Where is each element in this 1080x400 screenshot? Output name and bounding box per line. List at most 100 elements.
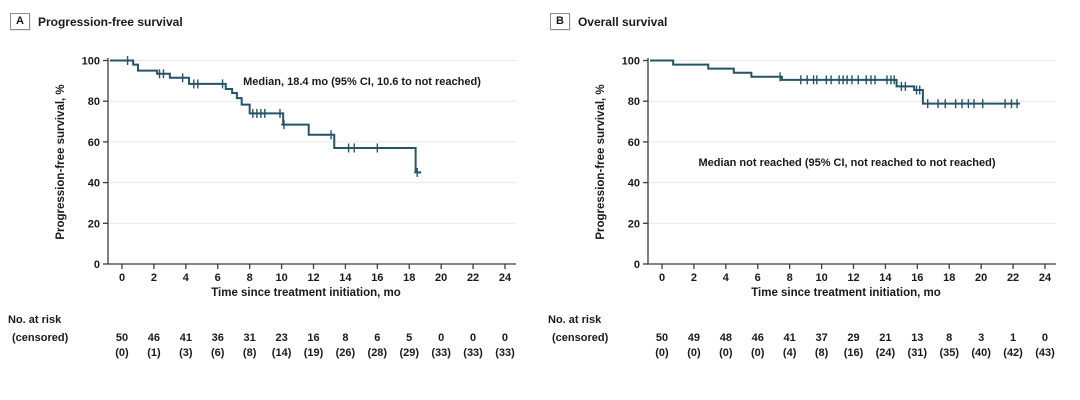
- x-tick-label: 4: [723, 272, 730, 284]
- at-risk-value: 49: [688, 332, 700, 344]
- y-tick-label: 20: [88, 218, 100, 230]
- censor-marks: [124, 56, 421, 177]
- x-ticks: 0 2 4 6 8 10 12 14 16 18 20 22 24: [119, 264, 512, 284]
- y-tick-label: 60: [628, 137, 640, 149]
- censored-value: (33): [431, 347, 451, 359]
- x-tick-label: 20: [975, 272, 987, 284]
- y-tick-label: 80: [88, 96, 100, 108]
- panel-b-header: B Overall survival: [550, 13, 667, 30]
- x-tick-label: 20: [435, 272, 447, 284]
- x-tick-label: 24: [1039, 272, 1052, 284]
- censored-value: (0): [687, 347, 701, 359]
- at-risk-value: 1: [1010, 332, 1016, 344]
- x-tick-label: 22: [1007, 272, 1019, 284]
- x-tick-label: 16: [371, 272, 383, 284]
- censored-value: (0): [719, 347, 733, 359]
- x-tick-label: 0: [119, 272, 125, 284]
- censored-value: (43): [1035, 347, 1055, 359]
- panel-a-title: Progression-free survival: [37, 14, 183, 29]
- km-curve: [110, 59, 422, 174]
- at-risk-value: 46: [752, 332, 764, 344]
- at-risk-value: 31: [244, 332, 256, 344]
- at-risk-value: 13: [911, 332, 923, 344]
- panel-b-title: Overall survival: [577, 14, 668, 29]
- x-tick-label: 4: [183, 272, 190, 284]
- censored-value: (8): [243, 347, 257, 359]
- at-risk-table: No. at risk (censored) 50 (0) 49 (0) 48 (0) 46 (0…: [548, 314, 1055, 359]
- censored-value: (35): [939, 347, 959, 359]
- censored-value: (0): [115, 347, 129, 359]
- at-risk-value: 0: [438, 332, 444, 344]
- x-axis-title: Time since treatment initiation, mo: [751, 287, 941, 299]
- at-risk-value: 5: [406, 332, 412, 344]
- censored-value: (8): [815, 347, 829, 359]
- panel-a-badge: A: [10, 13, 30, 30]
- x-tick-label: 10: [275, 272, 287, 284]
- at-risk-value: 36: [212, 332, 224, 344]
- censored-value: (0): [751, 347, 765, 359]
- at-risk-value: 41: [784, 332, 796, 344]
- y-tick-label: 80: [628, 96, 640, 108]
- x-tick-label: 12: [847, 272, 859, 284]
- censored-value: (0): [655, 347, 669, 359]
- at-risk-table: No. at risk(censored) 50(0)46(1)41(3)36(6…: [8, 314, 515, 359]
- censored-value: (33): [463, 347, 483, 359]
- y-ticks: 0 20 40 60 80 100: [82, 56, 108, 271]
- y-tick-label: 20: [628, 218, 640, 230]
- censored-value: (42): [1003, 347, 1023, 359]
- axes: [647, 58, 1056, 265]
- x-tick-label: 18: [403, 272, 415, 284]
- x-tick-label: 14: [879, 272, 892, 284]
- x-tick-label: 22: [467, 272, 479, 284]
- x-tick-label: 6: [755, 272, 761, 284]
- x-tick-label: 8: [787, 272, 793, 284]
- gridlines: [648, 60, 1056, 224]
- censor-marks: [777, 72, 1021, 109]
- at-risk-value: 41: [180, 332, 192, 344]
- x-ticks: 0 2 4 6 8 10 12 14 16 18 20 22 24: [659, 264, 1052, 284]
- at-risk-value: 23: [275, 332, 287, 344]
- panel-a-header: A Progression-free survival: [10, 13, 183, 30]
- censored-value: (6): [211, 347, 225, 359]
- km-curve: [650, 59, 1020, 105]
- censored-value: (3): [179, 347, 193, 359]
- at-risk-label: No. at risk: [548, 314, 602, 326]
- at-risk-value: 0: [470, 332, 476, 344]
- x-tick-label: 12: [307, 272, 319, 284]
- censored-value: (4): [783, 347, 797, 359]
- at-risk-value: 29: [847, 332, 859, 344]
- median-annotation: Median not reached (95% CI, not reached …: [698, 157, 995, 169]
- censored-value: (33): [495, 347, 515, 359]
- x-tick-label: 18: [943, 272, 955, 284]
- panel-overall-survival: 0 20 40 60 80 100 0 2 4 6 8 10 12 14 16 18 20 22 24 Time si…: [540, 0, 1080, 400]
- x-tick-label: 10: [815, 272, 827, 284]
- y-tick-label: 100: [82, 56, 100, 68]
- x-tick-label: 2: [151, 272, 157, 284]
- y-tick-label: 0: [634, 259, 640, 271]
- y-ticks: 0 20 40 60 80 100: [622, 56, 648, 271]
- at-risk-label: No. at risk: [8, 314, 62, 326]
- median-annotation: Median, 18.4 mo (95% CI, 10.6 to not rea…: [243, 76, 481, 88]
- censored-value: (14): [272, 347, 292, 359]
- censored-value: (29): [399, 347, 419, 359]
- at-risk-value: 8: [946, 332, 952, 344]
- at-risk-value: 50: [116, 332, 128, 344]
- x-tick-label: 16: [911, 272, 923, 284]
- x-tick-label: 14: [339, 272, 352, 284]
- y-tick-label: 60: [88, 137, 100, 149]
- at-risk-value: 48: [720, 332, 732, 344]
- y-axis-title: Progression-free survival, %: [55, 84, 67, 239]
- at-risk-value: 8: [342, 332, 348, 344]
- censored-value: (28): [368, 347, 388, 359]
- censored-label: (censored): [552, 332, 609, 344]
- at-risk-value: 0: [1042, 332, 1048, 344]
- y-tick-label: 100: [622, 56, 640, 68]
- y-axis-title: Progression-free survival, %: [595, 84, 607, 239]
- y-tick-label: 0: [94, 259, 100, 271]
- censored-value: (1): [147, 347, 161, 359]
- x-tick-label: 0: [659, 272, 665, 284]
- censored-value: (24): [876, 347, 896, 359]
- at-risk-value: 3: [978, 332, 984, 344]
